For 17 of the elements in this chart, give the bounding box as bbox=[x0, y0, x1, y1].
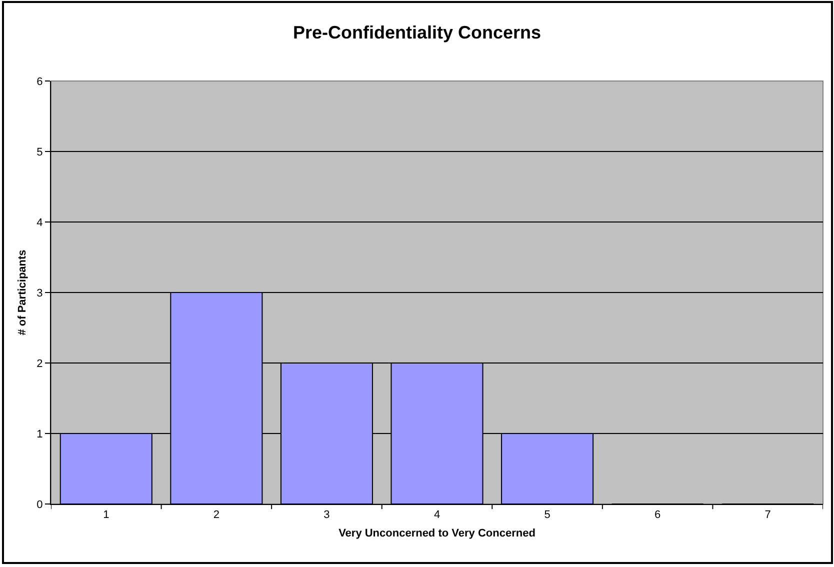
x-tick-label: 2 bbox=[213, 509, 220, 522]
y-tick-label: 6 bbox=[36, 76, 43, 88]
y-axis-title: # of Participants bbox=[16, 250, 28, 336]
y-tick-label: 2 bbox=[36, 358, 43, 370]
x-tick-label: 1 bbox=[103, 509, 110, 522]
x-tick-label: 5 bbox=[544, 509, 550, 522]
y-tick-label: 5 bbox=[36, 146, 43, 158]
x-tick-label: 7 bbox=[764, 509, 771, 522]
x-tick-label: 6 bbox=[654, 509, 661, 522]
x-tick-label: 4 bbox=[434, 509, 440, 522]
chart-title: Pre-Confidentiality Concerns bbox=[292, 22, 542, 43]
y-tick-label: 1 bbox=[36, 428, 43, 440]
x-axis-title: Very Unconcerned to Very Concerned bbox=[338, 527, 536, 540]
x-tick-label: 3 bbox=[324, 509, 330, 522]
y-tick-label: 4 bbox=[36, 216, 43, 229]
y-tick-label: 3 bbox=[36, 287, 43, 300]
y-tick-label: 0 bbox=[36, 498, 43, 511]
